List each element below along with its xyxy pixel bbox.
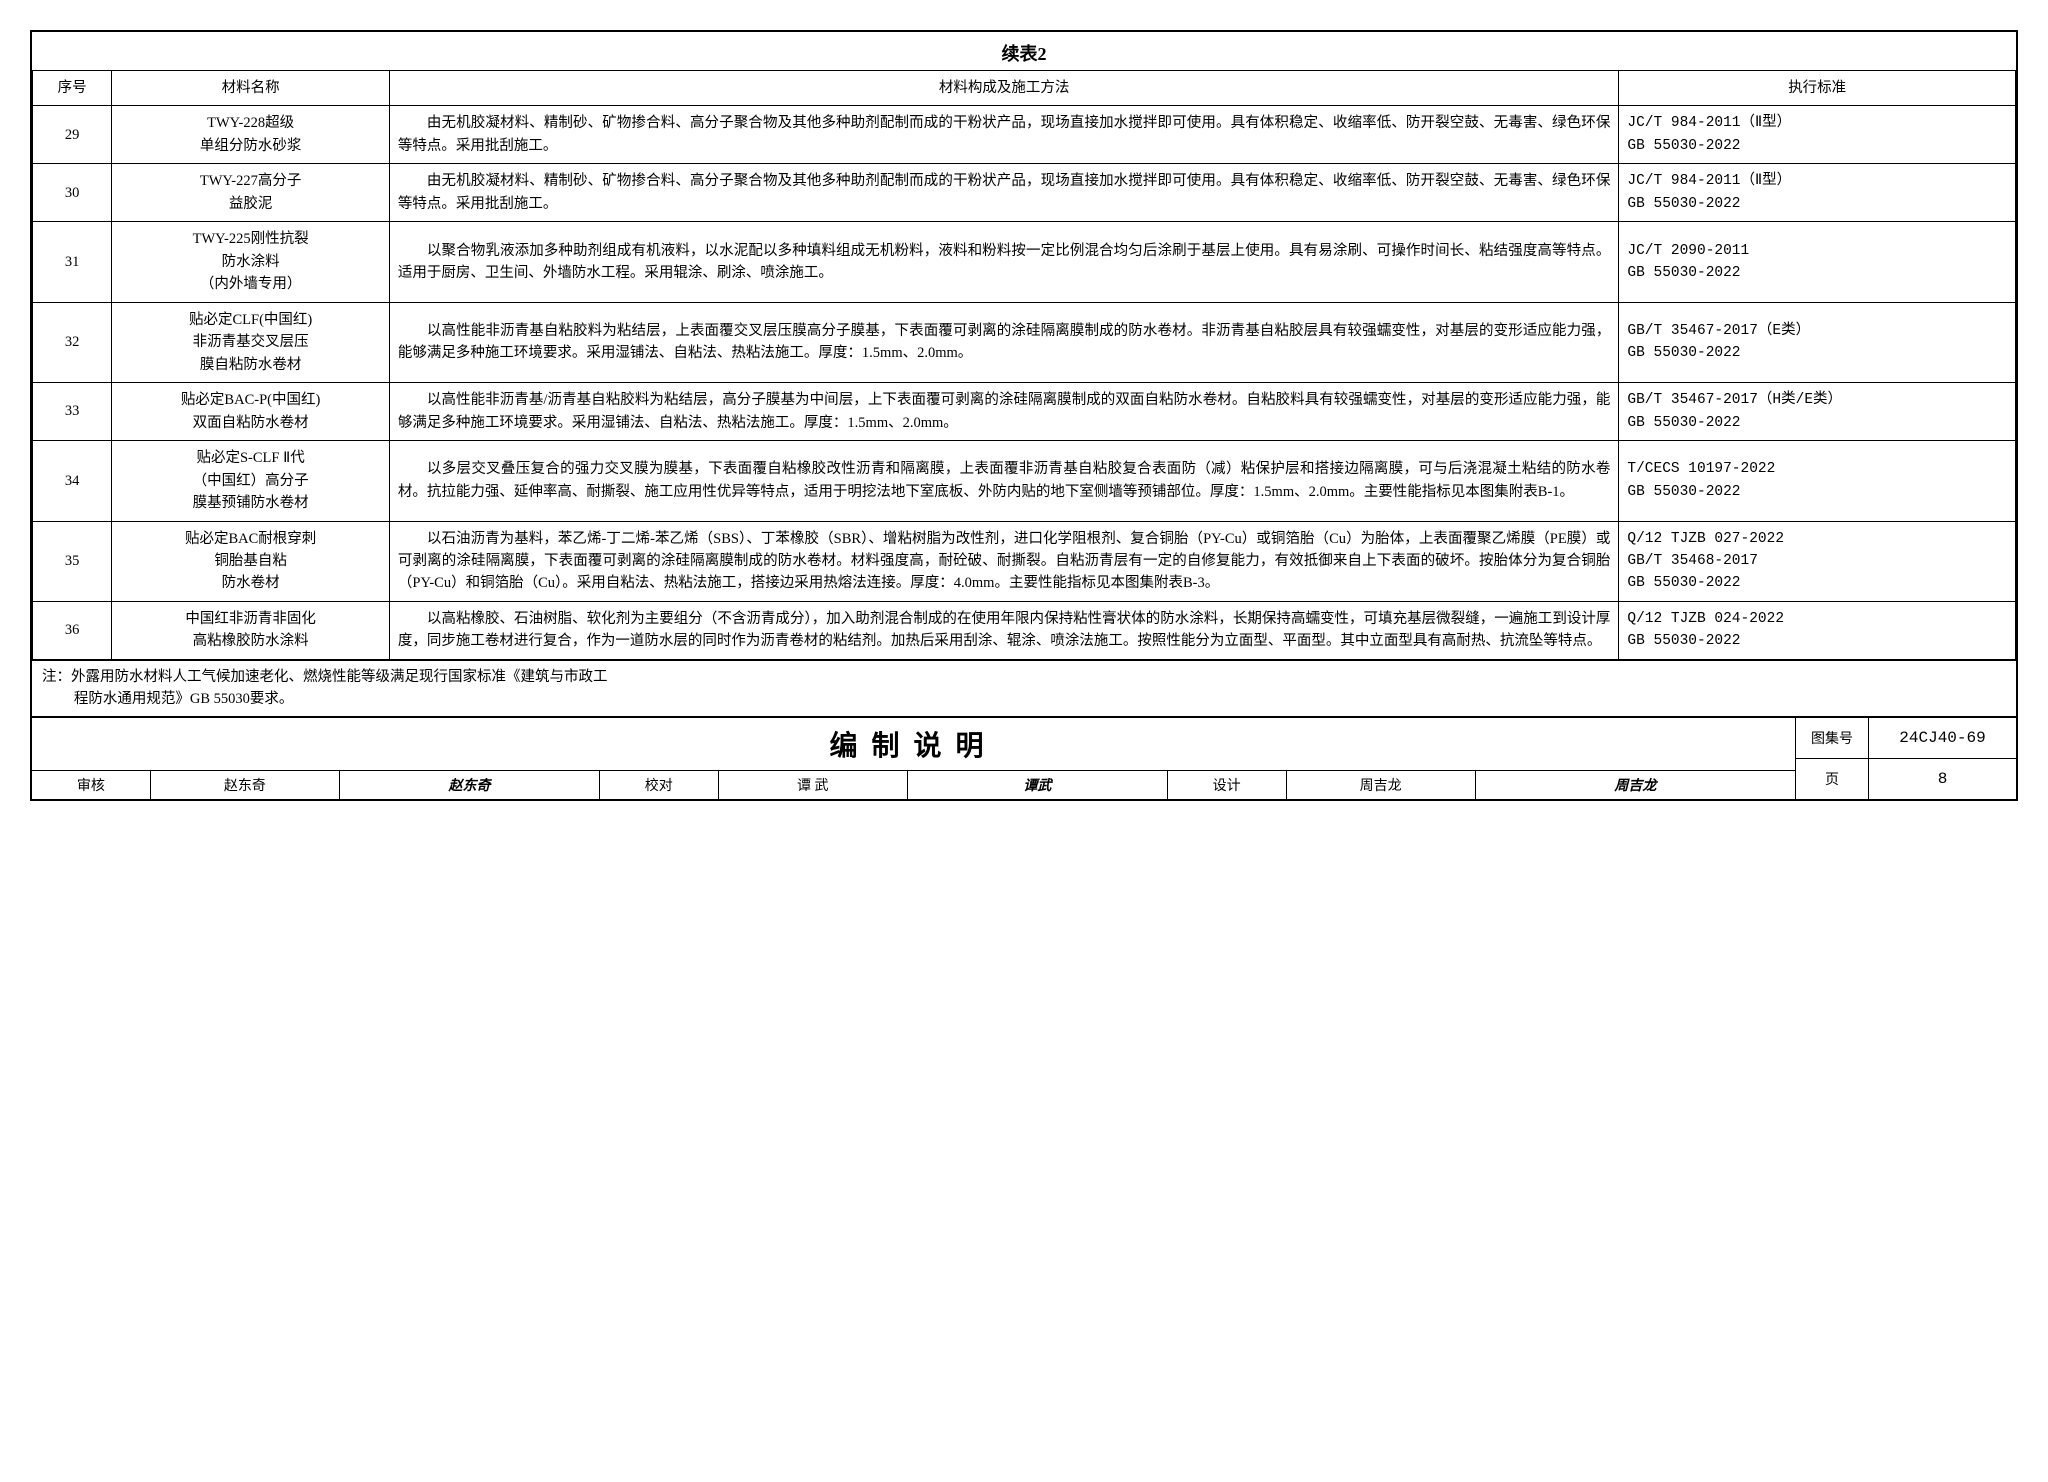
cell-std: JC/T 2090-2011GB 55030-2022 bbox=[1619, 222, 2016, 302]
header-name: 材料名称 bbox=[112, 71, 390, 106]
cell-std: JC/T 984-2011（Ⅱ型）GB 55030-2022 bbox=[1619, 106, 2016, 164]
cell-seq: 32 bbox=[33, 302, 112, 382]
footnote-line2: 程防水通用规范》GB 55030要求。 bbox=[42, 689, 2006, 711]
cell-name: TWY-228超级单组分防水砂浆 bbox=[112, 106, 390, 164]
cell-std: GB/T 35467-2017（H类/E类）GB 55030-2022 bbox=[1619, 383, 2016, 441]
cell-name: 中国红非沥青非固化高粘橡胶防水涂料 bbox=[112, 601, 390, 659]
cell-seq: 30 bbox=[33, 164, 112, 222]
cell-name: 贴必定BAC耐根穿刺铜胎基自粘防水卷材 bbox=[112, 521, 390, 601]
cell-name: TWY-225刚性抗裂防水涂料（内外墙专用） bbox=[112, 222, 390, 302]
set-number-label: 图集号 bbox=[1796, 718, 1869, 758]
cell-desc: 以多层交叉叠压复合的强力交叉膜为膜基，下表面覆自粘橡胶改性沥青和隔离膜，上表面覆… bbox=[389, 441, 1618, 521]
cell-seq: 33 bbox=[33, 383, 112, 441]
cell-desc: 以石油沥青为基料，苯乙烯-丁二烯-苯乙烯（SBS）、丁苯橡胶（SBR）、增粘树脂… bbox=[389, 521, 1618, 601]
footnote: 注：外露用防水材料人工气候加速老化、燃烧性能等级满足现行国家标准《建筑与市政工 … bbox=[32, 660, 2016, 717]
check-label: 校对 bbox=[600, 771, 719, 799]
review-signature: 赵东奇 bbox=[340, 771, 600, 799]
title-block: 编制说明 审核 赵东奇 赵东奇 校对 谭 武 谭武 设计 周吉龙 周吉龙 图集号… bbox=[32, 716, 2016, 799]
signature-row: 审核 赵东奇 赵东奇 校对 谭 武 谭武 设计 周吉龙 周吉龙 bbox=[32, 771, 1795, 799]
check-signature: 谭武 bbox=[908, 771, 1168, 799]
header-desc: 材料构成及施工方法 bbox=[389, 71, 1618, 106]
cell-desc: 以聚合物乳液添加多种助剂组成有机液料，以水泥配以多种填料组成无机粉料，液料和粉料… bbox=[389, 222, 1618, 302]
cell-name: TWY-227高分子益胶泥 bbox=[112, 164, 390, 222]
table-caption: 续表2 bbox=[32, 32, 2016, 70]
table-row: 31 TWY-225刚性抗裂防水涂料（内外墙专用） 以聚合物乳液添加多种助剂组成… bbox=[33, 222, 2016, 302]
design-name: 周吉龙 bbox=[1287, 771, 1476, 799]
table-row: 35 贴必定BAC耐根穿刺铜胎基自粘防水卷材 以石油沥青为基料，苯乙烯-丁二烯-… bbox=[33, 521, 2016, 601]
table-row: 32 贴必定CLF(中国红)非沥青基交叉层压膜自粘防水卷材 以高性能非沥青基自粘… bbox=[33, 302, 2016, 382]
sheet-title: 编制说明 bbox=[32, 718, 1795, 771]
header-seq: 序号 bbox=[33, 71, 112, 106]
cell-seq: 34 bbox=[33, 441, 112, 521]
page-label: 页 bbox=[1796, 759, 1869, 799]
title-block-right: 图集号 24CJ40-69 页 8 bbox=[1796, 718, 2016, 799]
table-row: 36 中国红非沥青非固化高粘橡胶防水涂料 以高粘橡胶、石油树脂、软化剂为主要组分… bbox=[33, 601, 2016, 659]
title-block-left: 编制说明 审核 赵东奇 赵东奇 校对 谭 武 谭武 设计 周吉龙 周吉龙 bbox=[32, 718, 1796, 799]
cell-seq: 35 bbox=[33, 521, 112, 601]
cell-desc: 由无机胶凝材料、精制砂、矿物掺合料、高分子聚合物及其他多种助剂配制而成的干粉状产… bbox=[389, 106, 1618, 164]
footnote-line1: 注：外露用防水材料人工气候加速老化、燃烧性能等级满足现行国家标准《建筑与市政工 bbox=[42, 669, 608, 685]
check-name: 谭 武 bbox=[719, 771, 908, 799]
review-label: 审核 bbox=[32, 771, 151, 799]
cell-std: T/CECS 10197-2022GB 55030-2022 bbox=[1619, 441, 2016, 521]
cell-std: GB/T 35467-2017（E类）GB 55030-2022 bbox=[1619, 302, 2016, 382]
set-number: 24CJ40-69 bbox=[1869, 718, 2016, 758]
cell-name: 贴必定CLF(中国红)非沥青基交叉层压膜自粘防水卷材 bbox=[112, 302, 390, 382]
cell-std: Q/12 TJZB 027-2022GB/T 35468-2017GB 5503… bbox=[1619, 521, 2016, 601]
cell-desc: 以高性能非沥青基/沥青基自粘胶料为粘结层，高分子膜基为中间层，上下表面覆可剥离的… bbox=[389, 383, 1618, 441]
design-label: 设计 bbox=[1168, 771, 1287, 799]
cell-seq: 31 bbox=[33, 222, 112, 302]
cell-desc: 以高性能非沥青基自粘胶料为粘结层，上表面覆交叉层压膜高分子膜基，下表面覆可剥离的… bbox=[389, 302, 1618, 382]
design-signature: 周吉龙 bbox=[1476, 771, 1795, 799]
table-row: 30 TWY-227高分子益胶泥 由无机胶凝材料、精制砂、矿物掺合料、高分子聚合… bbox=[33, 164, 2016, 222]
page-frame: 续表2 序号 材料名称 材料构成及施工方法 执行标准 29 TWY-228超级单… bbox=[30, 30, 2018, 801]
cell-seq: 36 bbox=[33, 601, 112, 659]
table-row: 34 贴必定S-CLF Ⅱ代（中国红）高分子膜基预铺防水卷材 以多层交叉叠压复合… bbox=[33, 441, 2016, 521]
header-std: 执行标准 bbox=[1619, 71, 2016, 106]
cell-name: 贴必定BAC-P(中国红)双面自粘防水卷材 bbox=[112, 383, 390, 441]
page-number: 8 bbox=[1869, 759, 2016, 799]
cell-std: JC/T 984-2011（Ⅱ型）GB 55030-2022 bbox=[1619, 164, 2016, 222]
cell-desc: 以高粘橡胶、石油树脂、软化剂为主要组分（不含沥青成分），加入助剂混合制成的在使用… bbox=[389, 601, 1618, 659]
table-body: 29 TWY-228超级单组分防水砂浆 由无机胶凝材料、精制砂、矿物掺合料、高分… bbox=[33, 106, 2016, 659]
review-name: 赵东奇 bbox=[151, 771, 340, 799]
cell-desc: 由无机胶凝材料、精制砂、矿物掺合料、高分子聚合物及其他多种助剂配制而成的干粉状产… bbox=[389, 164, 1618, 222]
cell-seq: 29 bbox=[33, 106, 112, 164]
table-row: 29 TWY-228超级单组分防水砂浆 由无机胶凝材料、精制砂、矿物掺合料、高分… bbox=[33, 106, 2016, 164]
table-header-row: 序号 材料名称 材料构成及施工方法 执行标准 bbox=[33, 71, 2016, 106]
cell-std: Q/12 TJZB 024-2022GB 55030-2022 bbox=[1619, 601, 2016, 659]
table-row: 33 贴必定BAC-P(中国红)双面自粘防水卷材 以高性能非沥青基/沥青基自粘胶… bbox=[33, 383, 2016, 441]
cell-name: 贴必定S-CLF Ⅱ代（中国红）高分子膜基预铺防水卷材 bbox=[112, 441, 390, 521]
materials-table: 序号 材料名称 材料构成及施工方法 执行标准 29 TWY-228超级单组分防水… bbox=[32, 70, 2016, 660]
